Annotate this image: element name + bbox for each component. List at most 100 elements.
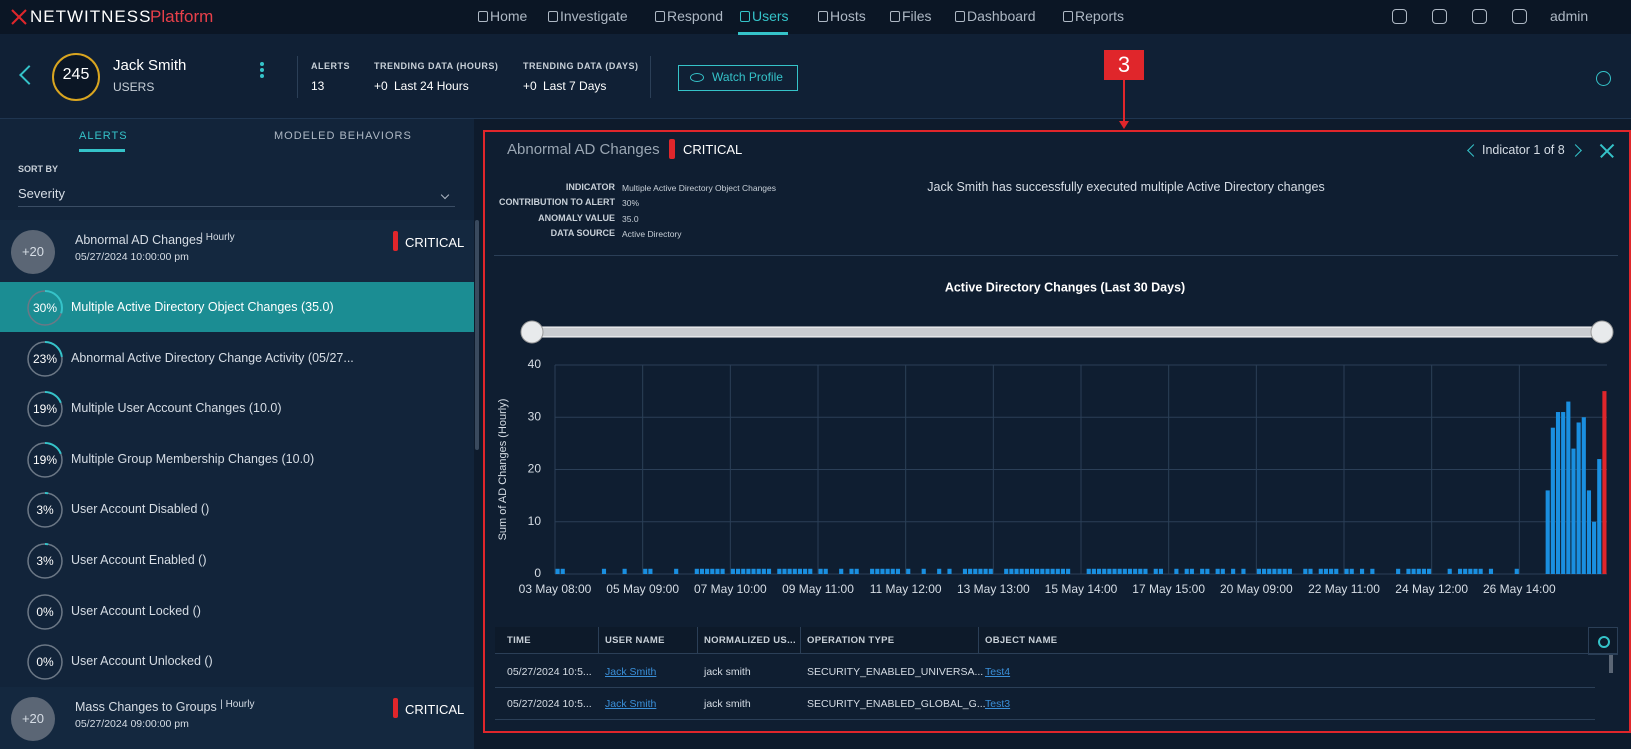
nav-item[interactable]: Respond bbox=[667, 8, 724, 24]
alert-row[interactable] bbox=[0, 220, 474, 282]
bar bbox=[921, 568, 926, 574]
logo-stroke bbox=[18, 16, 27, 25]
contribution-label: 0% bbox=[36, 655, 54, 670]
nav-item[interactable]: Reports bbox=[1075, 8, 1125, 24]
bar bbox=[1117, 568, 1122, 574]
bar bbox=[1184, 568, 1189, 574]
bar bbox=[803, 568, 808, 574]
nav-item[interactable]: Home bbox=[490, 8, 528, 24]
nav-item[interactable]: Investigate bbox=[560, 8, 628, 24]
stat-value: Last 24 Hours bbox=[394, 79, 469, 93]
bar bbox=[560, 568, 565, 574]
brand: NETWITNESS bbox=[30, 7, 152, 26]
toolbar-icon[interactable] bbox=[1392, 9, 1407, 24]
stat-delta: +0 bbox=[523, 79, 537, 93]
column-header[interactable]: OPERATION TYPE bbox=[807, 635, 895, 646]
y-tick-label: 10 bbox=[528, 514, 542, 528]
y-tick-label: 40 bbox=[528, 357, 542, 371]
nav-active-underline bbox=[738, 32, 788, 35]
contribution-ring bbox=[27, 441, 63, 478]
bar bbox=[1478, 568, 1483, 574]
bar bbox=[648, 568, 653, 574]
column-header[interactable]: USER NAME bbox=[605, 635, 665, 646]
table-cell[interactable]: Test4 bbox=[985, 666, 1011, 678]
field-label: DATA SOURCE bbox=[550, 227, 615, 238]
table-cell[interactable]: Jack Smith bbox=[605, 698, 657, 710]
kebab-dot[interactable] bbox=[260, 68, 264, 72]
bar bbox=[1189, 568, 1194, 574]
x-tick-label: 15 May 14:00 bbox=[1045, 582, 1118, 596]
table-cell: jack smith bbox=[704, 666, 751, 678]
bar bbox=[1571, 448, 1576, 574]
bar bbox=[1231, 568, 1236, 574]
toolbar-icon[interactable] bbox=[1432, 9, 1447, 24]
tab[interactable]: MODELED BEHAVIORS bbox=[274, 130, 412, 142]
user-menu[interactable]: admin bbox=[1550, 8, 1589, 24]
stat-delta: +0 bbox=[374, 79, 388, 93]
bar bbox=[895, 568, 900, 574]
kebab-dot[interactable] bbox=[260, 62, 264, 66]
toolbar-icon[interactable] bbox=[1472, 9, 1487, 24]
bar bbox=[1205, 568, 1210, 574]
entity-type: USERS bbox=[113, 80, 155, 94]
table-cell[interactable]: Jack Smith bbox=[605, 666, 657, 678]
watch-button[interactable] bbox=[678, 65, 798, 91]
alert-badge-text: +20 bbox=[21, 710, 45, 726]
sort-value[interactable]: Severity bbox=[18, 186, 65, 201]
bar bbox=[720, 568, 725, 574]
bar bbox=[1597, 459, 1602, 574]
alert-date: 05/27/2024 09:00:00 pm bbox=[75, 717, 189, 730]
tab[interactable]: ALERTS bbox=[79, 130, 128, 142]
bar bbox=[1457, 568, 1463, 574]
logo-stroke bbox=[11, 16, 20, 25]
bar bbox=[1468, 568, 1473, 574]
column-header[interactable]: NORMALIZED US... bbox=[704, 635, 796, 646]
contribution-ring bbox=[27, 391, 63, 428]
bar bbox=[736, 568, 741, 574]
x-tick-label: 22 May 11:00 bbox=[1308, 582, 1380, 596]
bar bbox=[761, 568, 766, 574]
nav-item[interactable]: Hosts bbox=[830, 8, 866, 24]
bar bbox=[1421, 568, 1426, 574]
settings-button[interactable] bbox=[1588, 627, 1618, 655]
bar bbox=[1158, 568, 1163, 574]
column-divider bbox=[978, 627, 979, 653]
column-header[interactable]: OBJECT NAME bbox=[985, 635, 1058, 646]
ring-progress bbox=[27, 290, 63, 326]
nav-item[interactable]: Files bbox=[902, 8, 932, 24]
bar bbox=[1287, 568, 1292, 574]
bar bbox=[1029, 568, 1035, 574]
nav-item[interactable]: Dashboard bbox=[967, 8, 1036, 24]
bar bbox=[1329, 568, 1334, 574]
bar bbox=[1241, 568, 1246, 574]
bar bbox=[1060, 568, 1066, 574]
indicator-name: User Account Enabled () bbox=[71, 553, 207, 567]
toolbar-icon[interactable] bbox=[1512, 9, 1527, 24]
logo-icon bbox=[11, 9, 27, 25]
bar bbox=[792, 568, 797, 574]
brand-suffix: Platform bbox=[150, 7, 214, 26]
bar bbox=[1153, 568, 1158, 574]
bar bbox=[818, 568, 823, 574]
indicator-row[interactable] bbox=[0, 282, 474, 332]
scrollbar-thumb[interactable] bbox=[475, 220, 479, 450]
alert-row[interactable] bbox=[0, 686, 474, 749]
alert-name: Mass Changes to Groups bbox=[75, 699, 217, 714]
table-cell[interactable]: Test3 bbox=[985, 698, 1011, 710]
bar bbox=[1550, 427, 1555, 574]
bar bbox=[1359, 568, 1365, 574]
contribution-label: 30% bbox=[32, 301, 58, 315]
bar bbox=[1427, 568, 1432, 574]
indicator-name: Multiple Active Directory Object Changes… bbox=[71, 300, 334, 314]
nav-icon bbox=[1063, 11, 1073, 22]
kebab-dot[interactable] bbox=[260, 74, 264, 78]
nav-item[interactable]: Users bbox=[752, 8, 789, 24]
column-header[interactable]: TIME bbox=[507, 635, 531, 646]
nav-icon bbox=[548, 11, 558, 22]
table-cell: jack smith bbox=[704, 698, 751, 710]
bar bbox=[849, 568, 854, 574]
contribution-ring bbox=[27, 593, 63, 630]
help-icon[interactable] bbox=[1596, 71, 1611, 86]
bar bbox=[1055, 568, 1060, 574]
bar bbox=[1282, 568, 1287, 574]
